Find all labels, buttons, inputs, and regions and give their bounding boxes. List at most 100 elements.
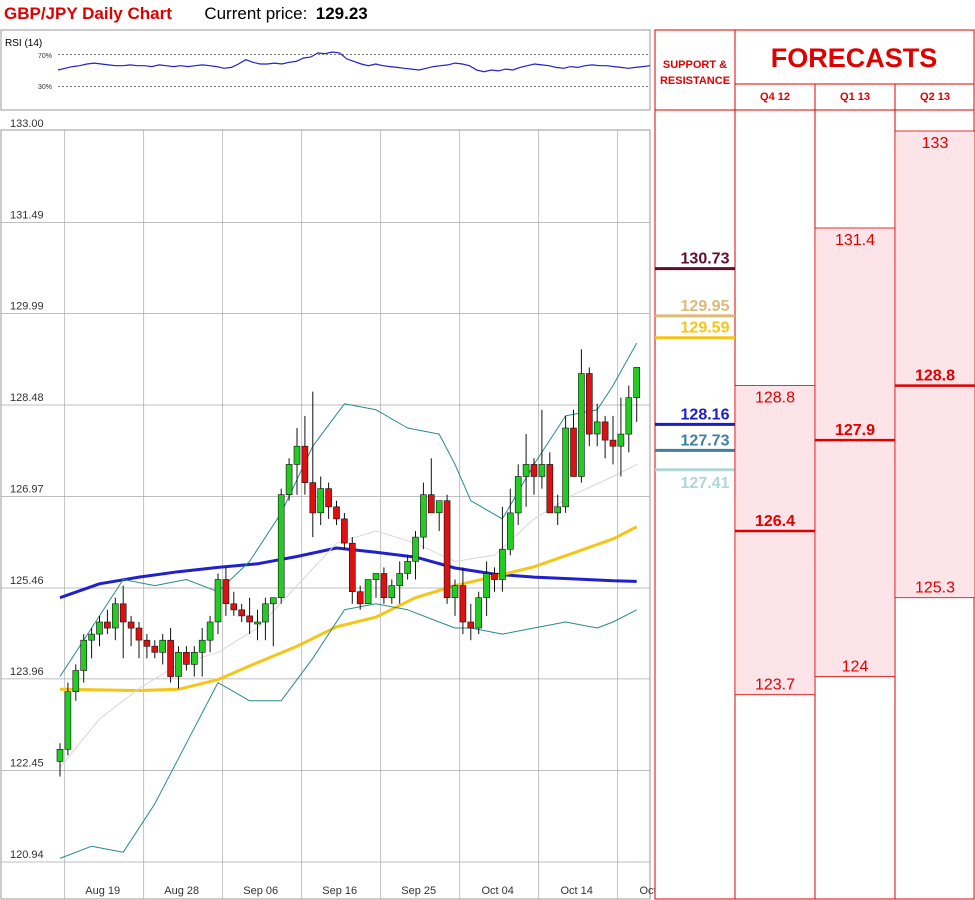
candle-body <box>570 427 577 477</box>
candle-body <box>396 573 404 586</box>
candle-body <box>475 597 483 629</box>
candle-body <box>309 482 317 514</box>
candle-body <box>119 603 127 623</box>
candle-body <box>143 639 151 647</box>
forecasts-title: FORECASTS <box>771 43 938 73</box>
rsi-label-30: 30% <box>38 84 52 91</box>
candle-body <box>246 615 253 623</box>
candle-body <box>230 603 238 611</box>
candle-body <box>88 633 95 641</box>
sr-level-value: 127.41 <box>681 475 730 492</box>
current-price-label: Current price: <box>204 4 308 23</box>
chart-header: GBP/JPY Daily Chart Current price: 129.2… <box>4 4 368 28</box>
x-tick-label: Sep 06 <box>243 885 278 897</box>
candle-body <box>191 651 198 665</box>
candle-body <box>254 621 261 625</box>
y-tick-label: 123.96 <box>10 666 44 678</box>
candle-body <box>625 397 633 435</box>
candle-body <box>593 421 601 435</box>
support-resistance-levels: 130.73 129.95 129.59 128.16 127.73 127.41 <box>655 251 735 492</box>
rsi-series-line <box>57 51 651 73</box>
candle-body <box>617 433 625 447</box>
candle-body <box>530 464 538 477</box>
candle-body <box>167 639 174 677</box>
y-tick-label: 125.46 <box>10 575 44 587</box>
candle-body <box>56 748 64 762</box>
candle-body <box>104 621 111 629</box>
forecast-panel: SUPPORT & RESISTANCE FORECASTS Q4 12 Q1 1… <box>654 29 975 900</box>
candle-body <box>262 603 269 623</box>
candle-body <box>546 464 554 514</box>
forecast-column-header: Q1 13 <box>840 91 870 103</box>
candle-body <box>214 579 222 623</box>
rsi-title: RSI (14) <box>5 38 42 49</box>
candle-body <box>127 621 135 629</box>
candle-body <box>380 573 388 599</box>
candle-body <box>404 561 411 574</box>
candle-body <box>451 585 459 598</box>
candle-body <box>183 651 190 665</box>
candle-body <box>427 494 435 514</box>
candle-body <box>412 536 419 562</box>
candle-body <box>522 464 530 477</box>
x-tick-label: Aug 28 <box>164 885 199 897</box>
candle-body <box>562 427 569 508</box>
candle-body <box>151 645 159 653</box>
forecast-low-value: 123.7 <box>755 677 795 694</box>
candle-body <box>277 494 285 599</box>
x-axis-labels: Aug 19 Aug 28 Sep 06 Sep 16 Sep 25 Oct 04 Oct … <box>85 885 752 897</box>
forecast-column-header: Q4 12 <box>760 91 790 103</box>
candle-body <box>633 367 641 398</box>
forecast-mid-value: 128.8 <box>915 368 955 385</box>
candle-body <box>578 373 585 477</box>
forecast-low-value: 125.3 <box>915 580 955 597</box>
chart-title: GBP/JPY Daily Chart <box>4 4 172 23</box>
sma_mid-line <box>59 525 638 692</box>
forecast-column-header: Q2 13 <box>920 91 950 103</box>
candle-body <box>459 585 467 623</box>
forecast-mid-value: 127.9 <box>835 422 875 439</box>
candle-body <box>325 488 332 508</box>
x-tick-label: Oct 14 <box>560 885 592 897</box>
candle-body <box>135 627 143 641</box>
sma_short-line <box>59 463 637 768</box>
bollinger-line <box>59 603 637 859</box>
candle-body <box>341 518 348 544</box>
candle-body <box>206 621 214 641</box>
candle-body <box>269 597 277 605</box>
candle-body <box>159 639 166 653</box>
candle-body <box>175 651 182 677</box>
candle-body <box>238 609 245 617</box>
candle-body <box>506 512 514 550</box>
candle-body <box>609 439 617 447</box>
candle-body <box>356 591 364 605</box>
candle-body <box>499 548 506 580</box>
y-tick-label: 120.94 <box>10 849 44 861</box>
candle-body <box>96 621 103 635</box>
candle-body <box>483 573 490 599</box>
y-tick-label: 122.45 <box>10 758 44 770</box>
candle-body <box>364 579 372 605</box>
sr-level-value: 129.59 <box>681 320 730 337</box>
sr-level-value: 129.95 <box>681 298 730 315</box>
candle-body <box>222 579 230 605</box>
candle-body <box>420 494 427 538</box>
x-tick-label: Oct 04 <box>481 885 513 897</box>
grid-lines <box>1 130 698 899</box>
forecast-range-box <box>734 385 816 696</box>
candle-body <box>112 603 119 629</box>
sr-level-value: 128.16 <box>681 406 730 423</box>
candle-body <box>435 500 443 514</box>
candle-body <box>285 464 293 495</box>
x-tick-label: Aug 19 <box>85 885 120 897</box>
candle-body <box>538 464 546 477</box>
candle-body <box>64 691 72 750</box>
forecast-mid-value: 126.4 <box>755 513 795 530</box>
candlesticks <box>56 349 641 777</box>
candle-body <box>585 373 593 435</box>
y-tick-label: 128.48 <box>10 392 44 404</box>
candle-body <box>514 476 522 514</box>
candle-body <box>293 445 301 465</box>
sr-level-value: 127.73 <box>681 432 730 449</box>
